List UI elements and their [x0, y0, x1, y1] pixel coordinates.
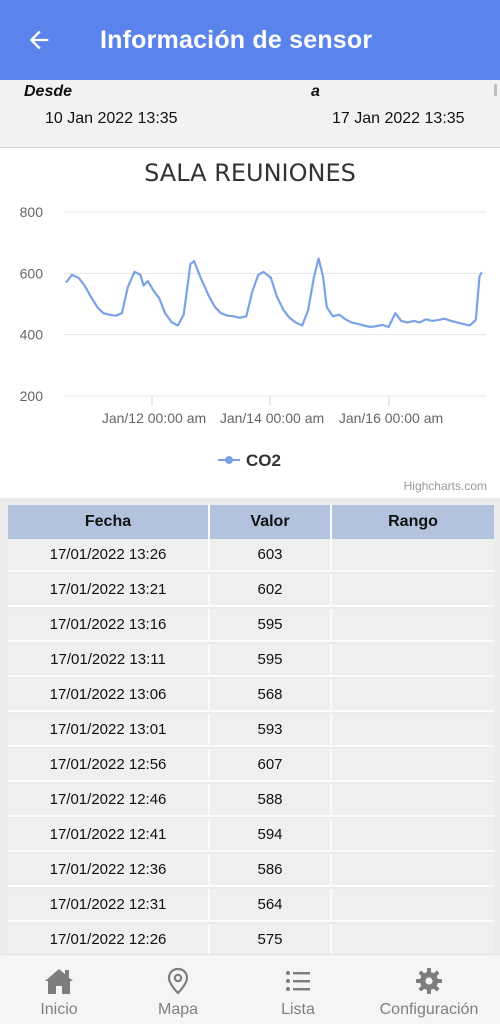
table-row[interactable]: 17/01/2022 13:16 595	[8, 609, 494, 642]
table-header: Fecha Valor Rango	[8, 505, 494, 539]
cell-fecha: 17/01/2022 13:26	[8, 539, 210, 570]
x-tick-label: Jan/16 00:00 am	[339, 410, 443, 426]
scrollbar[interactable]	[494, 84, 497, 96]
x-tick-label: Jan/12 00:00 am	[102, 410, 206, 426]
to-label: a	[311, 83, 320, 100]
x-tick-label: Jan/14 00:00 am	[220, 410, 324, 426]
header-rango[interactable]: Rango	[332, 505, 494, 539]
cell-valor: 568	[210, 679, 332, 710]
page-title: Información de sensor	[100, 25, 373, 54]
cell-valor: 602	[210, 574, 332, 605]
list-icon	[286, 971, 310, 991]
cell-valor: 594	[210, 819, 332, 850]
nav-label-lista: Lista	[281, 1001, 315, 1018]
bottom-nav: Inicio Mapa Lista	[0, 954, 500, 1024]
nav-label-configuracion: Configuración	[379, 1001, 479, 1018]
table-row[interactable]: 17/01/2022 13:01 593	[8, 714, 494, 747]
cell-fecha: 17/01/2022 13:11	[8, 644, 210, 675]
home-icon	[45, 969, 73, 994]
app-bar: Información de sensor	[0, 0, 500, 80]
chart-svg: SALA REUNIONES 800 600 400 200 Jan/12 00:00…	[20, 159, 487, 493]
y-tick-label: 800	[20, 204, 44, 220]
y-tick-label: 200	[20, 388, 44, 404]
cell-valor: 603	[210, 539, 332, 570]
highcharts-credit[interactable]: Highcharts.com	[404, 479, 487, 493]
cell-valor: 595	[210, 644, 332, 675]
date-range: Desde a 10 Jan 2022 13:35 17 Jan 2022 13…	[0, 80, 500, 148]
back-button[interactable]	[0, 0, 78, 80]
table-row[interactable]: 17/01/2022 13:11 595	[8, 644, 494, 677]
table-row[interactable]: 17/01/2022 13:21 602	[8, 574, 494, 607]
cell-valor: 575	[210, 924, 332, 954]
cell-rango	[332, 679, 494, 710]
y-tick-label: 600	[20, 265, 44, 281]
cell-valor: 593	[210, 714, 332, 745]
cell-valor: 564	[210, 889, 332, 920]
header-fecha[interactable]: Fecha	[8, 505, 210, 539]
nav-label-inicio: Inicio	[40, 1001, 78, 1018]
chart-title: SALA REUNIONES	[144, 159, 356, 187]
co2-chart: SALA REUNIONES 800 600 400 200 Jan/12 00:00…	[0, 148, 500, 498]
cell-rango	[332, 609, 494, 640]
table-row[interactable]: 17/01/2022 12:41 594	[8, 819, 494, 852]
nav-mapa[interactable]: Mapa	[118, 955, 238, 1024]
cell-rango	[332, 644, 494, 675]
from-date[interactable]: 10 Jan 2022 13:35	[45, 110, 178, 127]
cell-fecha: 17/01/2022 12:31	[8, 889, 210, 920]
cell-valor: 586	[210, 854, 332, 885]
legend-label: CO2	[246, 451, 281, 470]
nav-label-mapa: Mapa	[157, 1001, 199, 1018]
cell-rango	[332, 714, 494, 745]
cell-rango	[332, 784, 494, 815]
table-row[interactable]: 17/01/2022 12:26 575	[8, 924, 494, 954]
readings-table: Fecha Valor Rango 17/01/2022 13:26 603 17/…	[0, 498, 500, 954]
header-valor[interactable]: Valor	[210, 505, 332, 539]
chart-legend[interactable]: CO2	[218, 451, 281, 470]
cell-rango	[332, 574, 494, 605]
arrow-left-icon	[29, 30, 49, 50]
cell-fecha: 17/01/2022 13:21	[8, 574, 210, 605]
cell-fecha: 17/01/2022 12:46	[8, 784, 210, 815]
gear-icon	[416, 968, 442, 994]
nav-inicio[interactable]: Inicio	[0, 955, 118, 1024]
cell-valor: 607	[210, 749, 332, 780]
cell-fecha: 17/01/2022 13:06	[8, 679, 210, 710]
legend-marker	[225, 456, 233, 464]
table-row[interactable]: 17/01/2022 13:06 568	[8, 679, 494, 712]
cell-fecha: 17/01/2022 12:41	[8, 819, 210, 850]
cell-fecha: 17/01/2022 12:36	[8, 854, 210, 885]
y-tick-label: 400	[20, 327, 44, 343]
to-date[interactable]: 17 Jan 2022 13:35	[332, 110, 465, 127]
cell-fecha: 17/01/2022 13:01	[8, 714, 210, 745]
table-row[interactable]: 17/01/2022 12:46 588	[8, 784, 494, 817]
table-row[interactable]: 17/01/2022 12:31 564	[8, 889, 494, 922]
table-row[interactable]: 17/01/2022 12:36 586	[8, 854, 494, 887]
co2-series-line[interactable]	[65, 257, 483, 329]
map-pin-icon	[167, 967, 189, 995]
table-row[interactable]: 17/01/2022 12:56 607	[8, 749, 494, 782]
cell-rango	[332, 539, 494, 570]
cell-valor: 595	[210, 609, 332, 640]
cell-rango	[332, 749, 494, 780]
from-label: Desde	[24, 83, 73, 100]
cell-fecha: 17/01/2022 13:16	[8, 609, 210, 640]
nav-lista[interactable]: Lista	[238, 955, 358, 1024]
nav-configuracion[interactable]: Configuración	[358, 955, 500, 1024]
cell-valor: 588	[210, 784, 332, 815]
cell-rango	[332, 924, 494, 954]
cell-rango	[332, 854, 494, 885]
cell-fecha: 17/01/2022 12:26	[8, 924, 210, 954]
table-row[interactable]: 17/01/2022 13:26 603	[8, 539, 494, 572]
cell-rango	[332, 819, 494, 850]
cell-fecha: 17/01/2022 12:56	[8, 749, 210, 780]
cell-rango	[332, 889, 494, 920]
